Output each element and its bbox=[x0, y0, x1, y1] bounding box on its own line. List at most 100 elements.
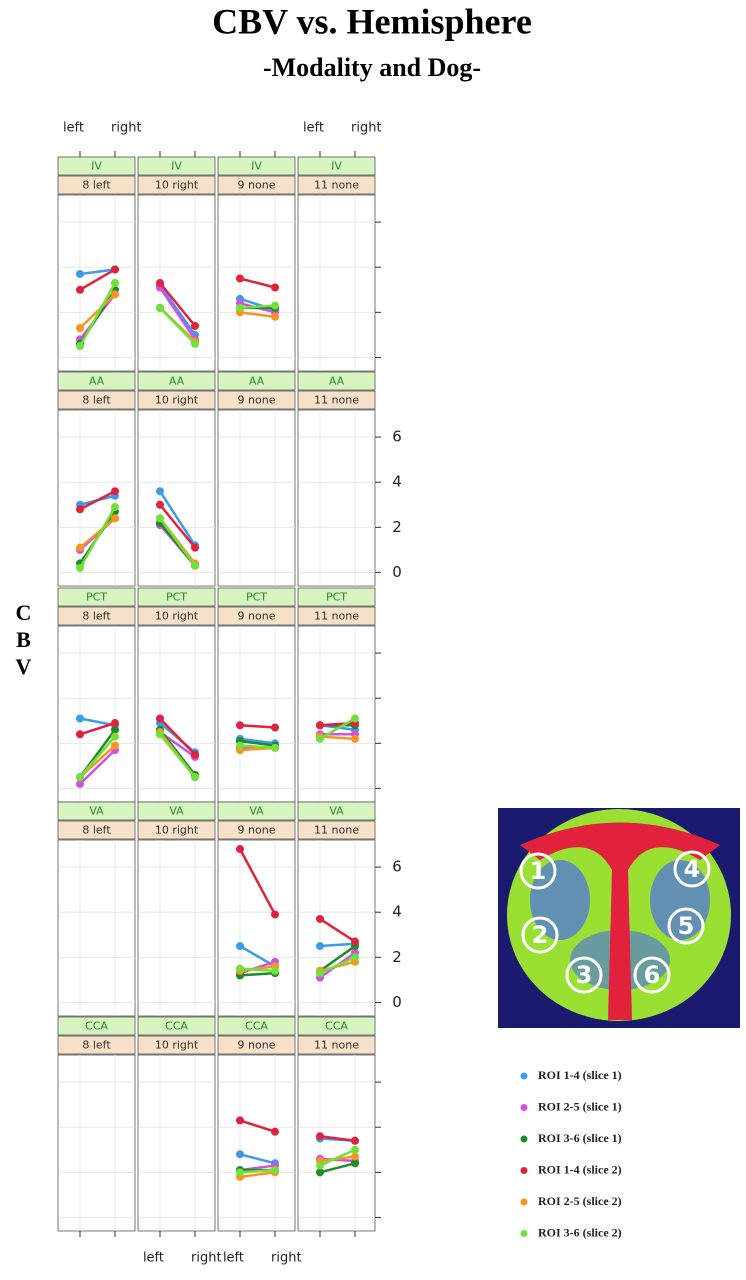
strip-dog bbox=[297, 390, 376, 410]
strip-modality-label: AA bbox=[329, 375, 345, 388]
legend-marker bbox=[520, 1167, 528, 1174]
strip-dog bbox=[137, 606, 216, 626]
strip-modality bbox=[217, 801, 296, 821]
strip-modality-label: CCA bbox=[165, 1020, 188, 1033]
data-point bbox=[236, 721, 244, 730]
x-tick-label: right bbox=[271, 1251, 302, 1266]
brain-region bbox=[650, 860, 710, 940]
data-point bbox=[351, 953, 359, 962]
data-point bbox=[316, 969, 324, 978]
roi-label: 4 bbox=[684, 855, 701, 883]
roi-circle bbox=[521, 916, 559, 954]
data-point bbox=[271, 301, 279, 310]
legend-marker bbox=[520, 1104, 528, 1111]
series-line bbox=[158, 286, 197, 341]
panel bbox=[57, 1054, 136, 1232]
data-point bbox=[111, 290, 119, 299]
panel bbox=[137, 194, 216, 372]
series-line bbox=[79, 749, 116, 785]
strip-dog bbox=[297, 820, 376, 840]
legend-label: ROI 2-5 (slice 2) bbox=[538, 1194, 622, 1208]
data-point bbox=[271, 1166, 279, 1175]
x-tick-label: right bbox=[111, 121, 142, 136]
series-line bbox=[159, 729, 196, 776]
series-line bbox=[239, 1119, 276, 1133]
data-point bbox=[271, 1127, 279, 1136]
series-line bbox=[79, 735, 116, 778]
y-tick-label: 4 bbox=[392, 473, 402, 491]
strip-dog bbox=[137, 1035, 216, 1055]
series-line bbox=[78, 282, 117, 347]
legend-marker bbox=[520, 1198, 528, 1206]
data-point bbox=[351, 714, 359, 723]
y-tick-label: 2 bbox=[392, 948, 402, 966]
strip-dog bbox=[217, 820, 296, 840]
series-line bbox=[79, 268, 116, 276]
data-point bbox=[191, 750, 199, 759]
panel bbox=[217, 409, 296, 587]
strip-dog-label: 11 none bbox=[314, 394, 359, 407]
brain-region bbox=[608, 870, 632, 1020]
x-tick-label: left bbox=[223, 1251, 244, 1266]
strip-modality bbox=[137, 587, 216, 607]
y-tick-label: 2 bbox=[392, 518, 402, 536]
series-line bbox=[158, 284, 197, 336]
strip-dog-label: 11 none bbox=[314, 179, 359, 192]
panel bbox=[57, 625, 136, 803]
data-point bbox=[236, 964, 244, 973]
data-point bbox=[156, 514, 164, 523]
panel bbox=[297, 625, 376, 803]
data-point bbox=[156, 730, 164, 739]
panel bbox=[137, 625, 216, 803]
data-point bbox=[76, 714, 84, 723]
strip-dog-label: 8 left bbox=[82, 179, 111, 192]
data-point bbox=[351, 1145, 359, 1154]
roi-label: 5 bbox=[678, 912, 695, 940]
strip-modality bbox=[57, 801, 136, 821]
strip-modality bbox=[297, 371, 376, 391]
series-line bbox=[79, 490, 116, 511]
strip-modality-label: CCA bbox=[325, 1020, 348, 1033]
strip-dog-label: 8 left bbox=[82, 394, 111, 407]
data-point bbox=[111, 725, 119, 734]
series-line bbox=[239, 311, 276, 319]
data-point bbox=[351, 734, 359, 743]
series-line bbox=[319, 1148, 356, 1167]
strip-dog-label: 10 right bbox=[155, 1039, 199, 1052]
x-tick-label: left bbox=[303, 121, 324, 136]
series-line bbox=[158, 517, 197, 567]
strip-modality-label: VA bbox=[329, 805, 344, 818]
data-point bbox=[156, 279, 164, 287]
data-point bbox=[316, 1132, 324, 1141]
data-point bbox=[111, 487, 119, 496]
strip-dog bbox=[217, 390, 296, 410]
data-point bbox=[316, 1161, 324, 1170]
series-line bbox=[158, 490, 197, 547]
series-line bbox=[239, 971, 276, 977]
strip-dog-label: 10 right bbox=[155, 824, 199, 837]
strip-dog bbox=[297, 1035, 376, 1055]
strip-dog bbox=[217, 1035, 296, 1055]
legend-label: ROI 3-6 (slice 1) bbox=[538, 1131, 622, 1145]
data-point bbox=[76, 269, 84, 278]
series-line bbox=[79, 293, 116, 330]
series-line bbox=[319, 717, 356, 740]
data-point bbox=[236, 303, 244, 312]
strip-dog bbox=[137, 390, 216, 410]
x-tick-label: right bbox=[191, 1251, 222, 1266]
series-line bbox=[239, 724, 276, 729]
strip-dog-label: 9 none bbox=[238, 824, 276, 837]
strip-dog bbox=[137, 175, 216, 195]
data-point bbox=[76, 324, 84, 333]
strip-modality-label: VA bbox=[169, 805, 184, 818]
panel bbox=[57, 409, 136, 587]
strip-dog bbox=[297, 175, 376, 195]
strip-dog bbox=[57, 606, 136, 626]
series-line bbox=[79, 268, 116, 291]
series-line bbox=[239, 1153, 276, 1165]
strip-modality bbox=[57, 371, 136, 391]
series-line bbox=[239, 1168, 276, 1174]
strip-modality bbox=[297, 156, 376, 176]
strip-modality bbox=[297, 1016, 376, 1036]
